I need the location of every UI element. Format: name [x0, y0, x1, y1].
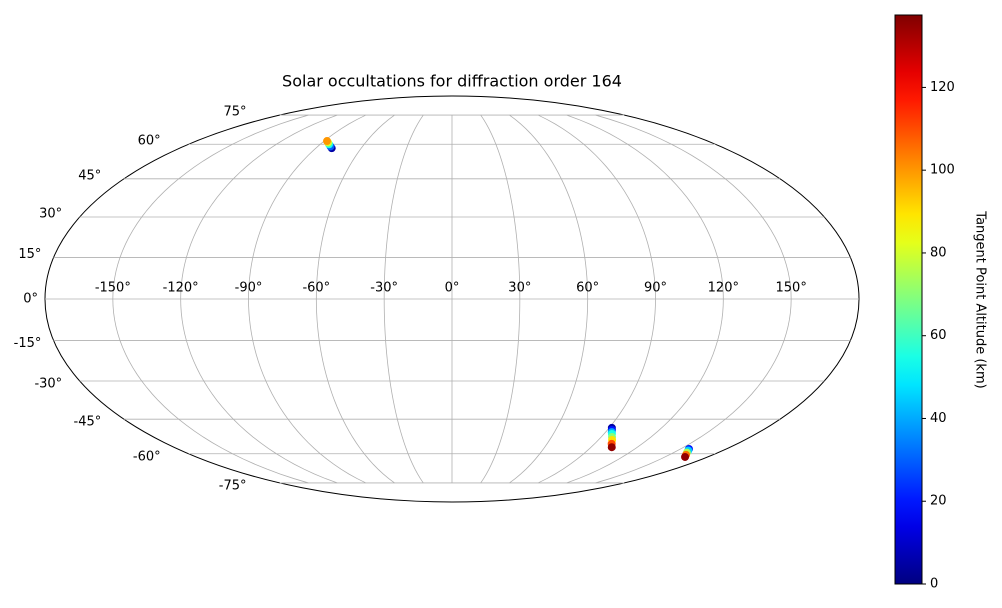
x-tick-label: 120° — [708, 281, 739, 296]
colorbar — [894, 14, 923, 585]
colorbar-tick-label: 20 — [930, 494, 947, 509]
x-tick-label: 30° — [508, 281, 531, 296]
x-tick-label: 150° — [776, 281, 807, 296]
x-tick-label: -30° — [370, 281, 398, 296]
y-tick-label: 0° — [23, 292, 38, 307]
grid-line — [180, 114, 338, 484]
y-tick-label: 45° — [78, 168, 101, 183]
colorbar-tick-label: 120 — [930, 80, 955, 95]
x-tick-label: -150° — [95, 281, 131, 296]
grid-line — [566, 114, 724, 484]
y-tick-label: -45° — [74, 415, 102, 430]
x-tick-label: -120° — [163, 281, 199, 296]
x-tick-label: 0° — [445, 281, 460, 296]
y-tick-label: -15° — [14, 336, 42, 351]
colorbar-tick-label: 40 — [930, 411, 947, 426]
data-point — [681, 452, 690, 461]
colorbar-tick-label: 0 — [930, 577, 938, 592]
x-tick-label: 60° — [576, 281, 599, 296]
colorbar-tick-label: 100 — [930, 163, 955, 178]
colorbar-tick-label: 80 — [930, 245, 947, 260]
y-tick-label: 75° — [223, 105, 246, 120]
grid-line — [383, 114, 424, 484]
x-tick-label: -60° — [302, 281, 330, 296]
grid-line — [537, 114, 656, 484]
grid-line — [248, 114, 367, 484]
grid-line — [509, 114, 589, 484]
chart-title: Solar occultations for diffraction order… — [282, 72, 622, 91]
grid-line — [315, 114, 395, 484]
x-tick-label: 90° — [644, 281, 667, 296]
colorbar-label: Tangent Point Altitude (km) — [973, 210, 988, 388]
colorbar-tick-label: 60 — [930, 328, 947, 343]
y-tick-label: 30° — [39, 206, 62, 221]
y-tick-label: -60° — [133, 449, 161, 464]
grid-line — [112, 114, 309, 484]
y-tick-label: 60° — [138, 134, 161, 149]
grid-line — [595, 114, 792, 484]
y-tick-label: 15° — [18, 247, 41, 262]
x-tick-label: -90° — [235, 281, 263, 296]
y-tick-label: -75° — [219, 478, 247, 493]
grid-line — [480, 114, 521, 484]
data-point — [607, 443, 616, 452]
y-tick-label: -30° — [34, 377, 62, 392]
data-point — [323, 137, 332, 146]
